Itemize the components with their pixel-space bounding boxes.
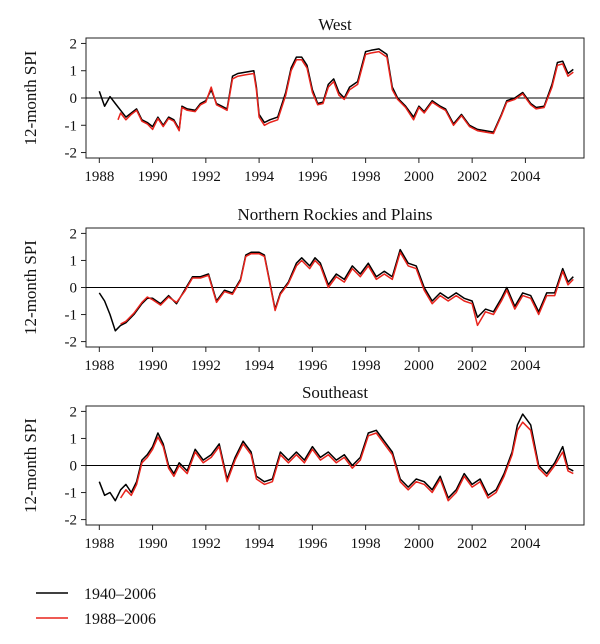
panel-title: West xyxy=(318,15,352,34)
y-tick-label: -2 xyxy=(65,335,78,351)
panel-southeast: Southeast -2 -1 0 1 2 1988 1990 1992 1994 1996 1998… xyxy=(21,383,585,552)
y-axis-label: 12-month SPI xyxy=(21,240,40,335)
x-tick-label: 1998 xyxy=(351,358,381,374)
series-line-1988-2006 xyxy=(120,251,574,327)
series-line-1940-2006 xyxy=(98,248,574,332)
x-tick-label: 1992 xyxy=(191,169,221,185)
y-tick-label: 1 xyxy=(70,253,78,269)
x-tick-label: 2004 xyxy=(510,169,541,185)
y-tick-label: -1 xyxy=(65,486,78,502)
x-tick-label: 2002 xyxy=(457,358,487,374)
x-tick-label: 1988 xyxy=(84,358,114,374)
y-tick-label: -2 xyxy=(65,146,78,162)
x-tick-label: 1998 xyxy=(351,169,381,185)
x-tick-label: 2002 xyxy=(457,169,487,185)
x-tick-label: 1990 xyxy=(138,536,168,552)
y-tick-label: 2 xyxy=(70,226,78,242)
y-tick-label: 1 xyxy=(70,431,78,447)
x-tick-label: 1994 xyxy=(244,536,275,552)
x-tick-label: 1992 xyxy=(191,536,221,552)
x-tick-label: 1998 xyxy=(351,536,381,552)
x-tick-label: 1992 xyxy=(191,358,221,374)
x-tick-label: 1996 xyxy=(297,169,328,185)
x-tick-label: 2004 xyxy=(510,358,541,374)
legend: 1940–2006 1988–2006 xyxy=(36,586,156,628)
x-tick-label: 2002 xyxy=(457,536,487,552)
legend-label-1988-2006: 1988–2006 xyxy=(84,611,156,628)
y-tick-label: -1 xyxy=(65,118,78,134)
chart-panels: West -2 -1 0 1 2 1988 1990 1992 1994 1996 1998 2000 2… xyxy=(21,15,585,552)
series-line-1988-2006 xyxy=(119,421,574,502)
legend-label-1940-2006: 1940–2006 xyxy=(84,586,156,603)
y-tick-label: 2 xyxy=(70,36,78,52)
x-tick-label: 1996 xyxy=(297,536,328,552)
y-tick-label: 0 xyxy=(70,91,78,107)
y-axis-label: 12-month SPI xyxy=(21,50,40,145)
x-tick-label: 1990 xyxy=(138,358,168,374)
x-tick-label: 1994 xyxy=(244,358,275,374)
x-tick-label: 1988 xyxy=(84,536,114,552)
y-tick-label: 2 xyxy=(70,404,78,420)
series-line-1988-2006 xyxy=(117,50,574,135)
panel-title: Southeast xyxy=(302,383,368,402)
y-tick-label: 1 xyxy=(70,64,78,80)
x-tick-label: 1990 xyxy=(138,169,168,185)
y-tick-label: -1 xyxy=(65,308,78,324)
x-tick-label: 2000 xyxy=(404,358,434,374)
x-tick-label: 1996 xyxy=(297,358,328,374)
x-tick-label: 1988 xyxy=(84,169,114,185)
y-tick-label: 0 xyxy=(70,459,78,475)
y-tick-label: -2 xyxy=(65,513,78,529)
y-tick-label: 0 xyxy=(70,281,78,297)
y-axis-label: 12-month SPI xyxy=(21,418,40,513)
x-tick-label: 2000 xyxy=(404,169,434,185)
series-line-1940-2006 xyxy=(98,413,574,502)
panel-northern-rockies-and-plains: Northern Rockies and Plains -2 -1 0 1 2 1988 19… xyxy=(21,205,585,374)
panel-west: West -2 -1 0 1 2 1988 1990 1992 1994 1996 1998 2000 2… xyxy=(21,15,585,185)
x-tick-label: 2004 xyxy=(510,536,541,552)
x-tick-label: 2000 xyxy=(404,536,434,552)
panel-title: Northern Rockies and Plains xyxy=(238,205,433,224)
x-tick-label: 1994 xyxy=(244,169,275,185)
